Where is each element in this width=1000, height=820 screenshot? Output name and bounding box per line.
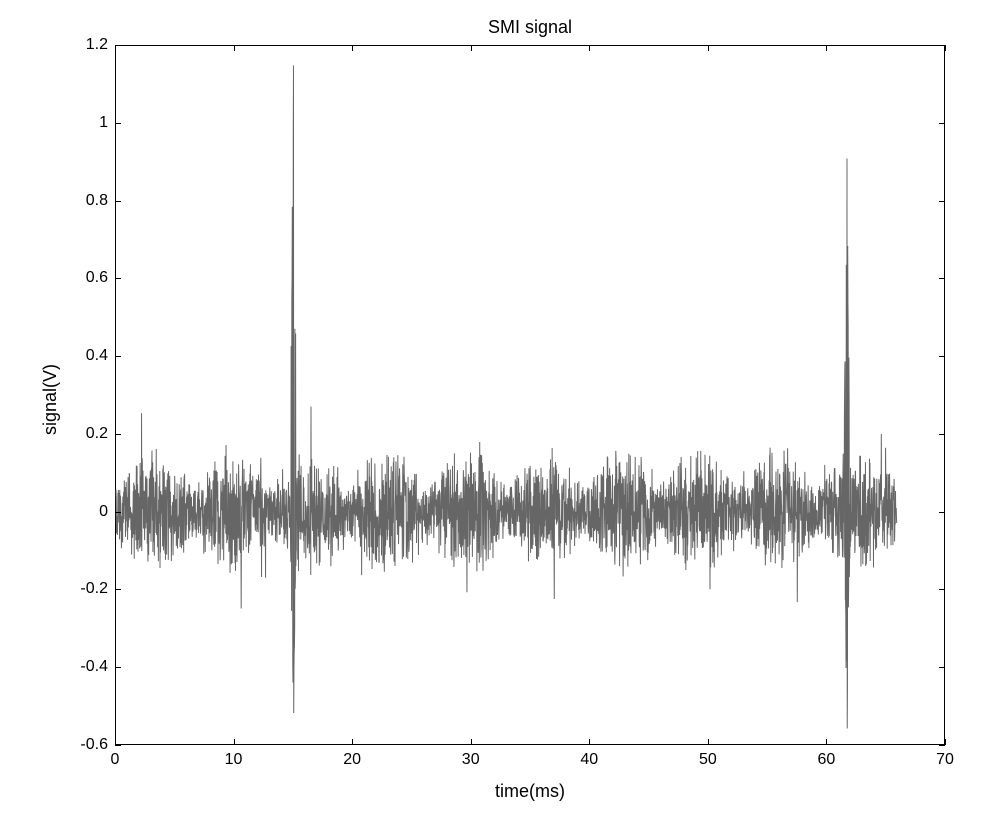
x-tick-label: 10 bbox=[214, 751, 254, 769]
y-tick bbox=[939, 589, 945, 590]
x-tick bbox=[352, 45, 353, 51]
y-tick bbox=[115, 667, 121, 668]
y-tick bbox=[939, 745, 945, 746]
x-tick bbox=[826, 739, 827, 745]
x-tick-label: 50 bbox=[688, 751, 728, 769]
y-tick bbox=[115, 278, 121, 279]
y-tick bbox=[115, 201, 121, 202]
x-tick bbox=[471, 739, 472, 745]
x-tick-label: 20 bbox=[332, 751, 372, 769]
y-tick bbox=[939, 434, 945, 435]
y-tick bbox=[115, 589, 121, 590]
y-tick-label: 0.2 bbox=[60, 425, 108, 443]
y-tick bbox=[939, 667, 945, 668]
x-tick bbox=[826, 45, 827, 51]
signal-trace bbox=[116, 46, 944, 744]
x-tick bbox=[945, 739, 946, 745]
y-axis-label: signal(V) bbox=[40, 364, 61, 435]
x-tick-label: 40 bbox=[569, 751, 609, 769]
y-tick bbox=[939, 123, 945, 124]
y-tick bbox=[115, 356, 121, 357]
x-tick-label: 30 bbox=[451, 751, 491, 769]
x-tick-label: 60 bbox=[806, 751, 846, 769]
plot-area bbox=[115, 45, 945, 745]
y-tick bbox=[939, 512, 945, 513]
y-tick-label: 1 bbox=[60, 114, 108, 132]
signal-line bbox=[116, 65, 897, 728]
x-tick bbox=[471, 45, 472, 51]
x-tick bbox=[945, 45, 946, 51]
x-tick bbox=[589, 739, 590, 745]
figure: SMI signal time(ms) signal(V) 0 10 20 30 40 5… bbox=[0, 0, 1000, 820]
chart-title: SMI signal bbox=[115, 17, 945, 38]
y-tick bbox=[939, 45, 945, 46]
y-tick-label: -0.4 bbox=[60, 658, 108, 676]
y-tick-label: 0 bbox=[60, 503, 108, 521]
x-tick bbox=[589, 45, 590, 51]
x-tick bbox=[708, 45, 709, 51]
y-tick-label: 0.8 bbox=[60, 192, 108, 210]
y-tick-label: 0.6 bbox=[60, 269, 108, 287]
x-tick bbox=[234, 45, 235, 51]
x-tick bbox=[352, 739, 353, 745]
y-tick-label: 0.4 bbox=[60, 347, 108, 365]
y-tick bbox=[939, 201, 945, 202]
y-tick bbox=[115, 745, 121, 746]
y-tick bbox=[115, 434, 121, 435]
x-tick bbox=[234, 739, 235, 745]
y-tick bbox=[939, 278, 945, 279]
x-tick bbox=[708, 739, 709, 745]
y-tick bbox=[115, 512, 121, 513]
y-tick-label: 1.2 bbox=[60, 36, 108, 54]
y-tick bbox=[115, 45, 121, 46]
y-tick bbox=[939, 356, 945, 357]
y-tick-label: -0.2 bbox=[60, 580, 108, 598]
y-tick bbox=[115, 123, 121, 124]
x-tick-label: 70 bbox=[925, 751, 965, 769]
x-axis-label: time(ms) bbox=[115, 781, 945, 802]
y-tick-label: -0.6 bbox=[60, 736, 108, 754]
